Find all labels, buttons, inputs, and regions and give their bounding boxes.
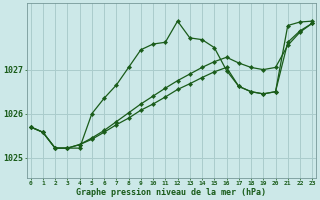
X-axis label: Graphe pression niveau de la mer (hPa): Graphe pression niveau de la mer (hPa) xyxy=(76,188,267,197)
